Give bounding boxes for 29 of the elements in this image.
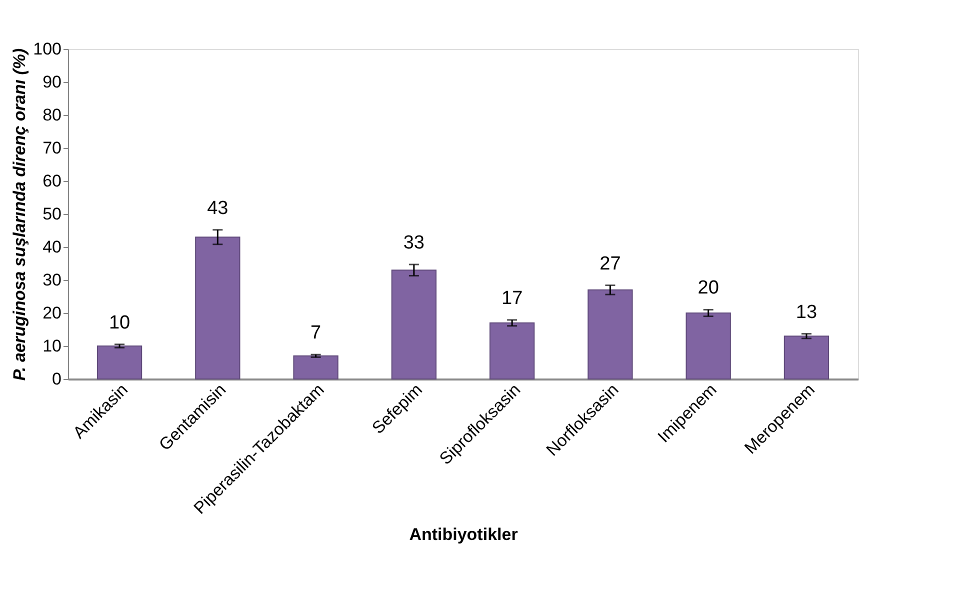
x-axis-title: Antibiyotikler bbox=[409, 525, 518, 544]
y-tick-label: 70 bbox=[42, 138, 62, 158]
data-label: 43 bbox=[207, 198, 228, 219]
bar bbox=[293, 355, 338, 380]
y-tick-label: 60 bbox=[42, 172, 62, 190]
bar bbox=[96, 346, 142, 380]
y-axis-title: P. aeruginosa suşlarında direnç oranı (%) bbox=[10, 48, 30, 381]
y-tick-label: 50 bbox=[42, 204, 62, 224]
y-tick-label: 20 bbox=[42, 304, 62, 322]
bar bbox=[784, 336, 830, 380]
data-label: 17 bbox=[502, 288, 523, 309]
data-label: 33 bbox=[403, 232, 424, 254]
data-label: 10 bbox=[108, 312, 130, 334]
data-label: 7 bbox=[310, 322, 322, 344]
data-label: 27 bbox=[600, 253, 621, 274]
bar bbox=[588, 289, 633, 380]
y-tick-label: 80 bbox=[42, 106, 62, 124]
y-tick-label: 0 bbox=[52, 370, 62, 388]
y-tick-label: 30 bbox=[42, 270, 62, 290]
data-label: 20 bbox=[698, 278, 719, 299]
bar bbox=[686, 312, 731, 380]
y-tick-label: 90 bbox=[42, 72, 62, 92]
y-tick-label: 40 bbox=[42, 238, 62, 256]
bar bbox=[195, 236, 240, 380]
bar bbox=[391, 270, 437, 380]
y-tick-label: 100 bbox=[33, 40, 62, 58]
y-tick-label: 10 bbox=[42, 336, 62, 356]
data-label: 13 bbox=[796, 302, 818, 323]
bar bbox=[489, 322, 535, 380]
